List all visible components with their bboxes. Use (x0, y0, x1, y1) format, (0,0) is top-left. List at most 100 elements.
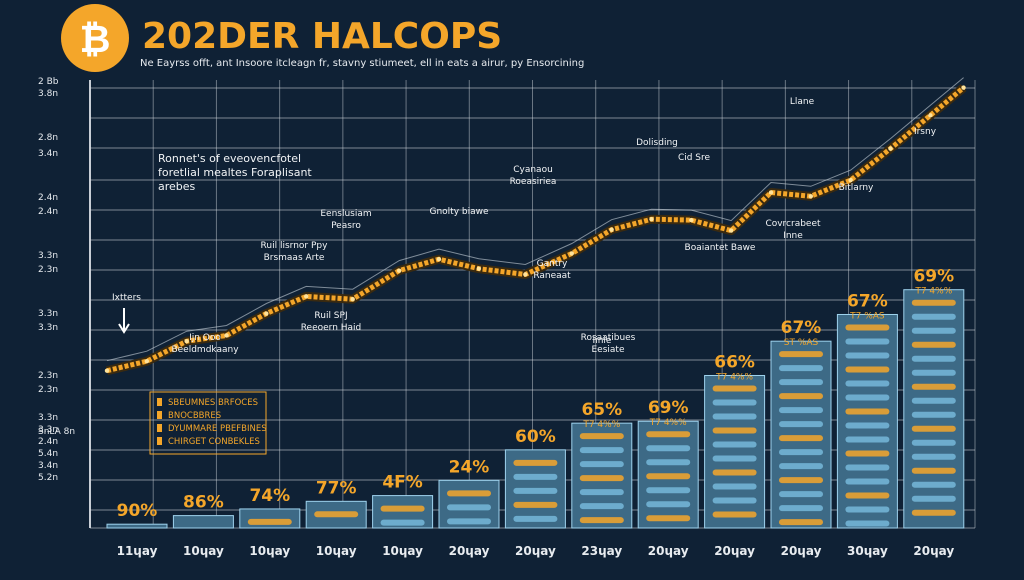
bar-stripe (779, 351, 823, 358)
bar-sub-label: T7 %AS (849, 311, 885, 321)
bar-stripe (845, 422, 890, 429)
y-tick-label: 3.4n (38, 149, 58, 159)
price-line-path (106, 85, 966, 374)
bar-data-label: 86% (183, 493, 224, 513)
bar-stripe (911, 327, 956, 334)
line-point (649, 216, 654, 222)
bar-stripe (845, 450, 890, 457)
y-tick-labels: 2 Bb 3.8n 2.8n 3.4n 2.4n 2.4n 3.3n 2.3n 3.3n 3.3n… (38, 77, 75, 483)
bar-sub-label: T7 4%% (582, 420, 620, 430)
line-point (768, 190, 774, 195)
bar-stripe (779, 365, 823, 372)
y-tick-label: 2.3n (38, 371, 58, 381)
bar-stripe (513, 487, 558, 494)
bar-stripe (779, 379, 823, 386)
y-tick-label: 3.3n (38, 251, 58, 261)
line-shadow (106, 77, 964, 362)
y-tick-label: 2 Bb (38, 77, 59, 87)
y-tick-label: 5.2n (38, 473, 58, 483)
bar-data-label: 67% (781, 318, 822, 338)
chart-annotation: Ijn Ooo (189, 333, 221, 343)
line-point (476, 266, 482, 271)
line-point (304, 294, 309, 299)
x-tick-label: 11ɥay (117, 544, 158, 558)
bar-group (704, 374, 766, 529)
bar-stripe (712, 413, 757, 420)
chart-annotation: Inne (783, 231, 803, 241)
x-tick-label: 20ɥay (913, 544, 954, 558)
chart-annotation: Boaiantet Bawe (685, 243, 756, 253)
x-tick-label: 10ɥay (249, 544, 290, 558)
bar-stripe (911, 341, 956, 348)
line-point (523, 272, 528, 277)
bar (106, 523, 168, 529)
legend-marker (157, 424, 162, 432)
legend-marker (157, 411, 162, 419)
bar-data-label: 4F% (382, 473, 422, 493)
bar-stripe (779, 407, 823, 414)
chart-annotation: Eesiate (592, 345, 625, 355)
y-tick-label: 3.3n (38, 413, 58, 423)
bar-data-label: 77% (316, 478, 357, 498)
bar-stripe (380, 519, 425, 526)
bar-stripe (712, 511, 757, 518)
bar-stripe (513, 515, 558, 522)
chart-annotation: foretlial mealtes Foraplisant (158, 166, 312, 179)
bar-stripe (646, 515, 691, 522)
bar-stripe (911, 313, 956, 320)
chart-annotation: Bitlarny (839, 183, 874, 193)
chart-annotation: Ruil lisrnor Ppy (261, 241, 329, 251)
bitcoin-glyph: ₿ (80, 17, 111, 61)
bar-stripe (579, 489, 624, 496)
bar-group (836, 313, 898, 529)
x-tick-label: 20ɥay (648, 544, 689, 558)
bar-data-label: 65% (581, 400, 622, 420)
line-point (224, 333, 229, 338)
x-tick-label: 23ɥay (581, 544, 622, 558)
bar-stripe (712, 469, 757, 476)
bar-data-label: 66% (714, 352, 755, 372)
bar-data-label: 60% (515, 427, 556, 447)
chart-annotation: Peasro (331, 221, 361, 231)
bar-sub-label: T7 4%% (649, 418, 687, 428)
bar-stripe (779, 505, 823, 512)
chart-annotation: Dolisding (636, 138, 678, 148)
bar-data-label: 69% (648, 398, 689, 418)
bar-stripe (579, 461, 624, 468)
bar-group (372, 495, 434, 529)
y-tick-label: 3.4n (38, 461, 58, 471)
line-point (848, 177, 853, 183)
chart-annotation: Ruil SPJ (314, 311, 347, 321)
chart-annotation: Iinie (593, 336, 612, 346)
bar-stripe (845, 324, 890, 331)
bar-stripe (911, 411, 956, 418)
line-point (609, 227, 614, 232)
bar-stripe (911, 355, 956, 362)
bar-stripe (911, 481, 956, 488)
bar-stripe (712, 399, 757, 406)
bar-stripe (845, 394, 890, 401)
legend-marker (157, 437, 162, 445)
bar-stripe (646, 501, 691, 508)
bar-stripe (712, 455, 757, 462)
bar-group (239, 508, 301, 529)
bar-stripe (712, 483, 757, 490)
legend-marker (157, 398, 162, 406)
bar-stripe (447, 490, 491, 497)
y-tick-label: SnLA 8n (38, 427, 75, 437)
x-tick-label: 20ɥay (781, 544, 822, 558)
bar-stripe (712, 385, 757, 392)
x-tick-label: 30ɥay (847, 544, 888, 558)
chart-annotation: Cid Sre (678, 153, 711, 163)
line-point (928, 113, 933, 118)
bar-stripe (646, 445, 691, 452)
chart-annotation: Gantry (537, 259, 568, 269)
legend-item: CHIRGET CONBEKLES (168, 437, 260, 447)
y-tick-label: 2.3n (38, 265, 58, 275)
bar-stripe (779, 449, 823, 456)
bar-stripe (380, 505, 425, 512)
bar-stripe (845, 520, 890, 527)
bar-stripe (779, 477, 823, 484)
y-tick-label: 2.8n (38, 133, 58, 143)
